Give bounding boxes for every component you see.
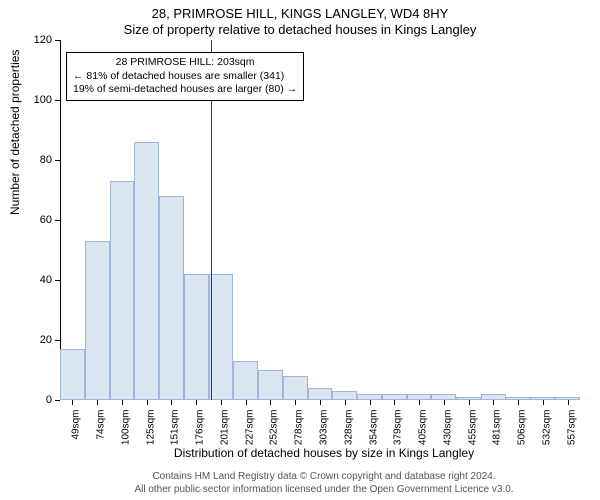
- xtick-label: 455sqm: [467, 410, 478, 446]
- xtick-mark: [394, 400, 395, 405]
- histogram-bar: [308, 388, 333, 400]
- chart-title-line2: Size of property relative to detached ho…: [0, 22, 600, 37]
- xtick-label: 405sqm: [418, 410, 429, 446]
- xtick-label: 278sqm: [294, 410, 305, 446]
- xtick-label: 74sqm: [96, 410, 107, 440]
- xtick-mark: [171, 400, 172, 405]
- xtick-mark: [493, 400, 494, 405]
- histogram-bar: [110, 181, 135, 400]
- xtick-label: 557sqm: [566, 410, 577, 446]
- annotation-line: 19% of semi-detached houses are larger (…: [73, 83, 297, 97]
- histogram-bar: [258, 370, 283, 400]
- footer-line1: Contains HM Land Registry data © Crown c…: [60, 471, 588, 484]
- xtick-mark: [72, 400, 73, 405]
- xtick-mark: [469, 400, 470, 405]
- histogram-bar: [134, 142, 159, 400]
- histogram-bar: [283, 376, 308, 400]
- xtick-mark: [568, 400, 569, 405]
- footer-line3: All other public sector information lice…: [60, 484, 588, 497]
- xtick-mark: [97, 400, 98, 405]
- histogram-bar: [60, 349, 85, 400]
- xtick-mark: [370, 400, 371, 405]
- xtick-label: 201sqm: [219, 410, 230, 446]
- xtick-label: 252sqm: [269, 410, 280, 446]
- plot-area: 02040608010012049sqm74sqm100sqm125sqm151…: [60, 40, 580, 400]
- y-axis-label: Number of detached properties: [8, 50, 22, 215]
- xtick-label: 176sqm: [195, 410, 206, 446]
- xtick-mark: [221, 400, 222, 405]
- xtick-mark: [122, 400, 123, 405]
- xtick-mark: [147, 400, 148, 405]
- xtick-mark: [419, 400, 420, 405]
- annotation-line: 28 PRIMROSE HILL: 203sqm: [73, 56, 297, 70]
- ytick-label: 120: [22, 34, 52, 46]
- xtick-label: 354sqm: [368, 410, 379, 446]
- xtick-label: 379sqm: [393, 410, 404, 446]
- xtick-mark: [518, 400, 519, 405]
- histogram-bar: [159, 196, 184, 400]
- xtick-label: 227sqm: [244, 410, 255, 446]
- histogram-bar: [184, 274, 209, 400]
- xtick-mark: [320, 400, 321, 405]
- xtick-label: 303sqm: [319, 410, 330, 446]
- ytick-mark: [55, 400, 60, 401]
- ytick-mark: [55, 100, 60, 101]
- xtick-mark: [543, 400, 544, 405]
- ytick-label: 80: [22, 154, 52, 166]
- xtick-mark: [345, 400, 346, 405]
- xtick-label: 151sqm: [170, 410, 181, 446]
- ytick-mark: [55, 280, 60, 281]
- xtick-label: 49sqm: [71, 410, 82, 440]
- histogram-bar: [332, 391, 357, 400]
- xtick-label: 430sqm: [442, 410, 453, 446]
- chart-title-line1: 28, PRIMROSE HILL, KINGS LANGLEY, WD4 8H…: [0, 6, 600, 21]
- xtick-mark: [444, 400, 445, 405]
- xtick-label: 125sqm: [145, 410, 156, 446]
- xtick-mark: [270, 400, 271, 405]
- xtick-mark: [246, 400, 247, 405]
- xtick-mark: [196, 400, 197, 405]
- ytick-label: 0: [22, 394, 52, 406]
- annotation-box: 28 PRIMROSE HILL: 203sqm← 81% of detache…: [66, 52, 304, 101]
- histogram-bar: [209, 274, 234, 400]
- y-axis-line: [60, 40, 61, 400]
- histogram-bar: [233, 361, 258, 400]
- chart-container: 28, PRIMROSE HILL, KINGS LANGLEY, WD4 8H…: [0, 0, 600, 500]
- xtick-label: 481sqm: [492, 410, 503, 446]
- annotation-line: ← 81% of detached houses are smaller (34…: [73, 70, 297, 84]
- ytick-mark: [55, 40, 60, 41]
- xtick-label: 328sqm: [343, 410, 354, 446]
- ytick-label: 20: [22, 334, 52, 346]
- xtick-label: 506sqm: [517, 410, 528, 446]
- ytick-mark: [55, 340, 60, 341]
- ytick-label: 60: [22, 214, 52, 226]
- x-axis-label: Distribution of detached houses by size …: [60, 446, 588, 460]
- xtick-label: 532sqm: [541, 410, 552, 446]
- ytick-mark: [55, 160, 60, 161]
- xtick-mark: [295, 400, 296, 405]
- ytick-label: 40: [22, 274, 52, 286]
- histogram-bar: [85, 241, 110, 400]
- ytick-label: 100: [22, 94, 52, 106]
- ytick-mark: [55, 220, 60, 221]
- xtick-label: 100sqm: [120, 410, 131, 446]
- footer-text: Contains HM Land Registry data © Crown c…: [60, 471, 588, 496]
